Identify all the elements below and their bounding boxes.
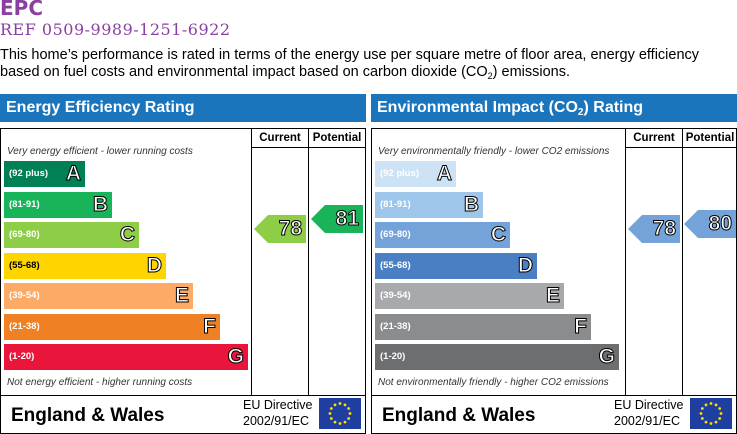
directive-line2: 2002/91/EC [243,414,310,428]
energy-footer-country: England & Wales [11,405,165,426]
band-letter: F [203,314,217,338]
energy-potential-rating: 81 [311,205,363,233]
env-current-header: Current [633,132,675,144]
environmental-impact-panel: Environmental Impact (CO2) Rating Curren… [371,94,737,434]
band-letter: B [92,192,108,216]
band-f: (21-38) F [4,313,220,340]
band-b: (81-91) B [375,191,483,218]
eu-flag-icon [319,398,361,429]
band-range: (1-20) [380,351,406,362]
env-top-note: Very environmentally friendly - lower CO… [378,146,610,157]
env-title-sub: 2 [577,107,584,118]
band-letter: G [227,345,244,369]
environmental-impact-title: Environmental Impact (CO2) Rating [371,94,737,122]
band-letter: A [436,162,452,186]
band-c: (69-80) C [4,222,139,248]
band-letter: E [174,284,189,308]
energy-efficiency-panel: Energy Efficiency Rating Current Potenti… [0,94,366,434]
band-letter: E [545,284,560,308]
band-range: (55-68) [9,259,40,271]
directive-line2: 2002/91/EC [614,414,681,428]
env-title-part1: Environmental Impact (CO [377,99,578,116]
band-range: (39-54) [9,290,40,301]
band-letter: A [65,162,81,186]
band-a: (92 plus) A [375,161,456,187]
band-range: (81-91) [9,198,40,210]
energy-top-note: Very energy efficient - lower running co… [7,146,193,157]
band-c: (69-80) C [375,222,510,248]
energy-potential-header: Potential [312,132,362,144]
band-letter: F [574,314,588,338]
band-range: (39-54) [380,290,411,301]
band-letter: D [517,253,533,277]
intro-text: This home’s performance is rated in term… [0,47,737,84]
band-range: (81-91) [380,198,411,210]
band-range: (69-80) [380,229,411,240]
band-letter: B [463,192,479,216]
env-potential-rating: 80 [684,210,736,238]
eu-flag-icon [690,398,732,429]
band-letter: D [146,253,162,277]
directive-line1: EU Directive [243,398,313,412]
band-range: (55-68) [380,259,411,271]
energy-footer-directive: EU Directive 2002/91/EC [243,397,312,429]
band-g: (1-20) G [4,344,248,370]
band-e: (39-54) E [4,283,193,309]
band-d: (55-68) D [375,252,537,279]
band-range: (21-38) [9,320,40,332]
intro-subscript: 2 [487,70,493,81]
energy-bottom-note: Not energy efficient - higher running co… [7,377,193,388]
env-footer-country: England & Wales [382,405,536,426]
env-title-part2: ) Rating [583,99,644,116]
band-range: (92 plus) [9,168,49,179]
env-footer-directive: EU Directive 2002/91/EC [614,397,683,429]
band-range: (21-38) [380,320,411,332]
directive-line1: EU Directive [614,398,684,412]
environment-rating-table: Current Potential Very environmentally f… [371,128,737,434]
band-b: (81-91) B [4,191,112,218]
env-current-rating: 78 [628,215,680,243]
band-range: (92 plus) [380,168,420,179]
band-a: (92 plus) A [4,161,85,187]
env-bottom-note: Not environmentally friendly - higher CO… [378,377,609,388]
energy-efficiency-title: Energy Efficiency Rating [0,94,366,122]
band-range: (69-80) [9,229,40,240]
band-letter: G [598,345,615,369]
energy-rating-table: Current Potential Very energy efficient … [0,128,366,434]
epc-reference: REF 0509-9989-1251-6922 [0,20,231,39]
intro-part1: This home’s performance is rated in term… [0,47,700,80]
band-letter: C [119,223,135,247]
energy-current-rating: 78 [254,215,306,243]
band-d: (55-68) D [4,252,166,279]
epc-title: EPC [0,0,43,20]
intro-part2: ) emissions. [492,63,571,80]
band-f: (21-38) F [375,313,591,340]
band-g: (1-20) G [375,344,619,370]
env-potential-header: Potential [685,132,735,144]
energy-current-header: Current [259,132,301,144]
band-e: (39-54) E [375,283,564,309]
band-range: (1-20) [9,351,35,362]
band-letter: C [490,223,506,247]
